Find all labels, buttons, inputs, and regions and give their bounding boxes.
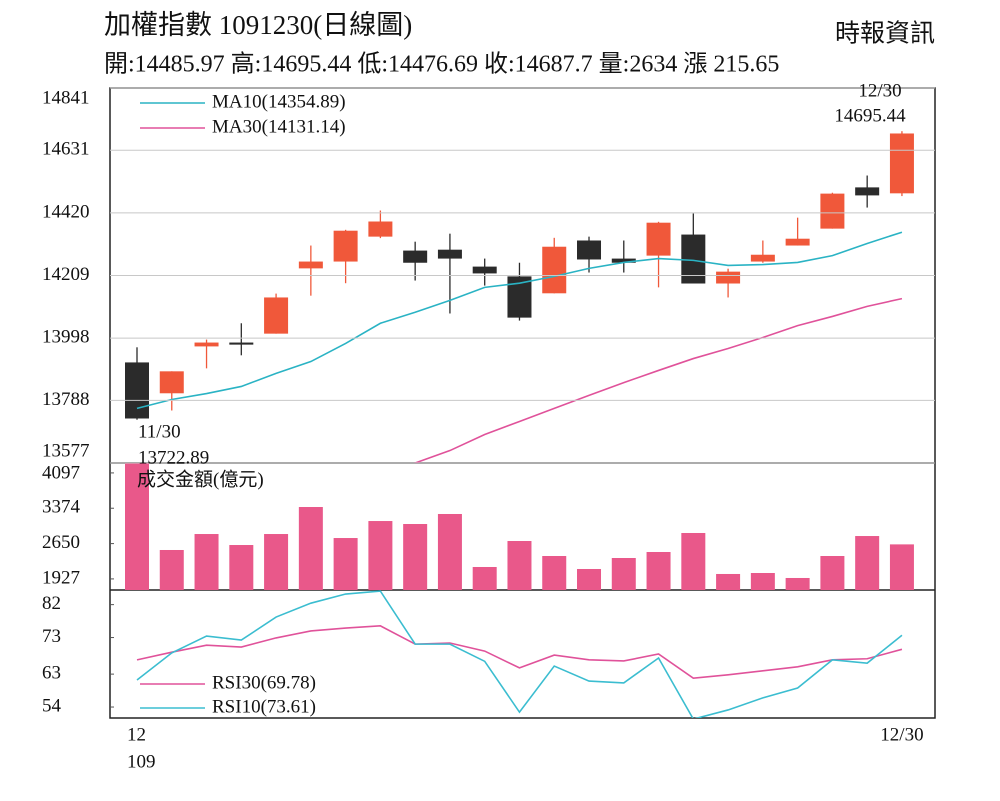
candle-body (264, 297, 289, 334)
annotation: 13722.89 (138, 447, 209, 468)
candle-body (785, 238, 810, 246)
bar (403, 524, 428, 590)
subtitle: 開:14485.97 高:14695.44 低:14476.69 收:14687… (104, 51, 779, 78)
legend-label: MA10(14354.89) (212, 91, 346, 112)
line (136, 625, 903, 679)
bar (194, 534, 219, 590)
bar (437, 513, 462, 590)
legend-label: MA30(14131.14) (212, 116, 346, 137)
candle-body (820, 193, 845, 229)
y-tick-label: 4097 (42, 462, 80, 483)
y-tick-label: 14841 (42, 87, 90, 108)
candle-body (507, 276, 532, 318)
bar (125, 463, 149, 590)
bar (889, 544, 914, 590)
candle-body (298, 261, 323, 269)
candle-body (194, 342, 219, 347)
y-tick-label: 14631 (42, 139, 90, 160)
x-sublabel: 109 (127, 751, 156, 772)
line (408, 297, 903, 463)
candle-body (750, 254, 775, 262)
bar (750, 573, 775, 590)
bar (507, 541, 532, 590)
y-tick-label: 1927 (42, 567, 80, 588)
chart-title: 加權指數 1091230(日線圖) (104, 10, 412, 40)
candle-body (472, 266, 497, 274)
bar (611, 558, 636, 590)
candle-body (403, 250, 428, 263)
bar (333, 538, 358, 590)
bar (472, 566, 497, 590)
source: 時報資訊 (835, 20, 935, 48)
bar (577, 568, 602, 590)
candle-body (229, 342, 254, 345)
candle-body (855, 187, 880, 196)
candle-body (125, 362, 149, 419)
bar (229, 545, 254, 590)
bar (785, 577, 810, 590)
legend-label: RSI30(69.78) (212, 672, 316, 693)
y-tick-label: 14420 (42, 201, 90, 222)
candle-body (611, 258, 636, 263)
panel-title: 成交金額(億元) (137, 468, 264, 490)
y-tick-label: 3374 (42, 497, 81, 518)
legend-label: RSI10(73.61) (212, 696, 316, 717)
candle-body (368, 221, 393, 237)
panel (125, 463, 914, 590)
bar (716, 573, 741, 590)
line (136, 231, 903, 410)
x-tick-label: 12/30 (880, 724, 923, 745)
bar (855, 536, 880, 590)
y-tick-label: 13788 (42, 389, 90, 410)
bar (298, 507, 323, 590)
line (136, 590, 903, 718)
candle-body (889, 133, 914, 194)
candle-body (159, 371, 184, 394)
y-tick-label: 14209 (42, 264, 90, 285)
x-tick-label: 12 (127, 724, 146, 745)
y-tick-label: 82 (42, 593, 61, 614)
y-tick-label: 54 (42, 695, 62, 716)
y-tick-label: 13998 (42, 326, 90, 347)
y-tick-label: 2650 (42, 532, 80, 553)
bar (368, 521, 393, 590)
candle-body (333, 230, 358, 262)
y-tick-label: 63 (42, 662, 61, 683)
candle-body (681, 234, 706, 284)
bar (159, 549, 184, 590)
bar (681, 532, 706, 590)
bar (542, 556, 567, 590)
panel (136, 590, 903, 718)
bar (264, 534, 289, 590)
annotation: 11/30 (138, 421, 181, 442)
candle-body (437, 249, 462, 259)
candle-body (542, 246, 567, 294)
panel (125, 131, 914, 463)
candle-body (577, 240, 602, 260)
candle-body (716, 271, 741, 284)
annotation: 14695.44 (834, 105, 906, 126)
annotation: 12/30 (858, 80, 901, 101)
y-tick-label: 73 (42, 626, 61, 647)
candle-body (646, 222, 671, 256)
bar (820, 556, 845, 590)
y-tick-label: 13577 (42, 440, 90, 461)
plot-frame (109, 87, 936, 719)
bar (646, 551, 671, 590)
